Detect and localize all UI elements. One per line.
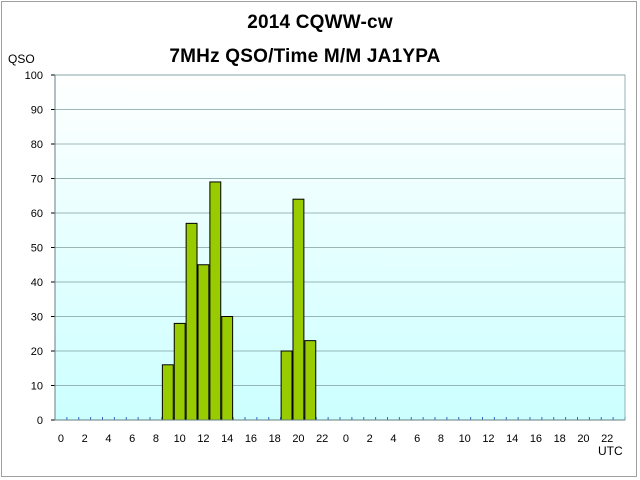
x-tick-label: 4 (105, 433, 111, 445)
bar (280, 350, 293, 421)
y-tick-label: 100 (25, 70, 43, 82)
x-tick-label: 2 (367, 433, 373, 445)
y-tick-label: 0 (37, 415, 43, 427)
bar (173, 322, 186, 421)
x-tick-label: 6 (414, 433, 420, 445)
chart-subtitle: 7MHz QSO/Time M/M JA1YPA (169, 46, 441, 67)
bar (185, 222, 198, 421)
x-tick-label: 18 (269, 433, 281, 445)
y-tick-label: 30 (31, 312, 43, 324)
y-tick-label: 60 (31, 208, 43, 220)
x-tick-label: 18 (554, 433, 566, 445)
y-tick-label: 90 (31, 105, 43, 117)
y-tick-label: 20 (31, 346, 43, 358)
chart-title: 2014 CQWW-cw (247, 12, 393, 33)
plot-border (54, 74, 626, 421)
x-tick-label: 14 (506, 433, 518, 445)
x-tick-label: 8 (153, 433, 159, 445)
x-tick-label: 0 (343, 433, 349, 445)
y-axis-ticks: 0 10 20 30 40 50 60 70 80 90 100 (25, 70, 55, 427)
bar (161, 364, 174, 421)
x-axis-label: UTC (598, 444, 623, 458)
bar (209, 181, 222, 421)
x-tick-label: 6 (129, 433, 135, 445)
y-tick-label: 50 (31, 243, 43, 255)
x-tick-label: 14 (221, 433, 233, 445)
bars (161, 181, 317, 421)
x-tick-label: 0 (58, 433, 64, 445)
x-tick-label: 10 (459, 433, 471, 445)
bar (292, 198, 305, 421)
x-tick-label: 22 (601, 433, 613, 445)
y-axis-label: QSO (8, 52, 35, 66)
x-tick-label: 8 (438, 433, 444, 445)
y-tick-label: 70 (31, 174, 43, 186)
y-tick-label: 40 (31, 277, 43, 289)
bar (197, 264, 210, 421)
x-tick-label: 2 (82, 433, 88, 445)
bar (221, 316, 234, 421)
x-tick-label: 16 (530, 433, 542, 445)
bar (304, 340, 317, 421)
x-tick-label: 20 (577, 433, 589, 445)
x-axis-ticks: 0 2 4 6 8 10 12 14 16 18 20 22 0 2 4 6 8 10 12 14 16 18 20 22 (54, 417, 626, 445)
x-tick-label: 20 (292, 433, 304, 445)
x-tick-label: 10 (174, 433, 186, 445)
x-tick-label: 12 (197, 433, 209, 445)
x-tick-label: 4 (390, 433, 396, 445)
y-tick-label: 10 (31, 381, 43, 393)
x-tick-label: 22 (316, 433, 328, 445)
x-tick-label: 12 (482, 433, 494, 445)
y-tick-label: 80 (31, 139, 43, 151)
x-tick-label: 16 (245, 433, 257, 445)
axes (54, 74, 626, 421)
